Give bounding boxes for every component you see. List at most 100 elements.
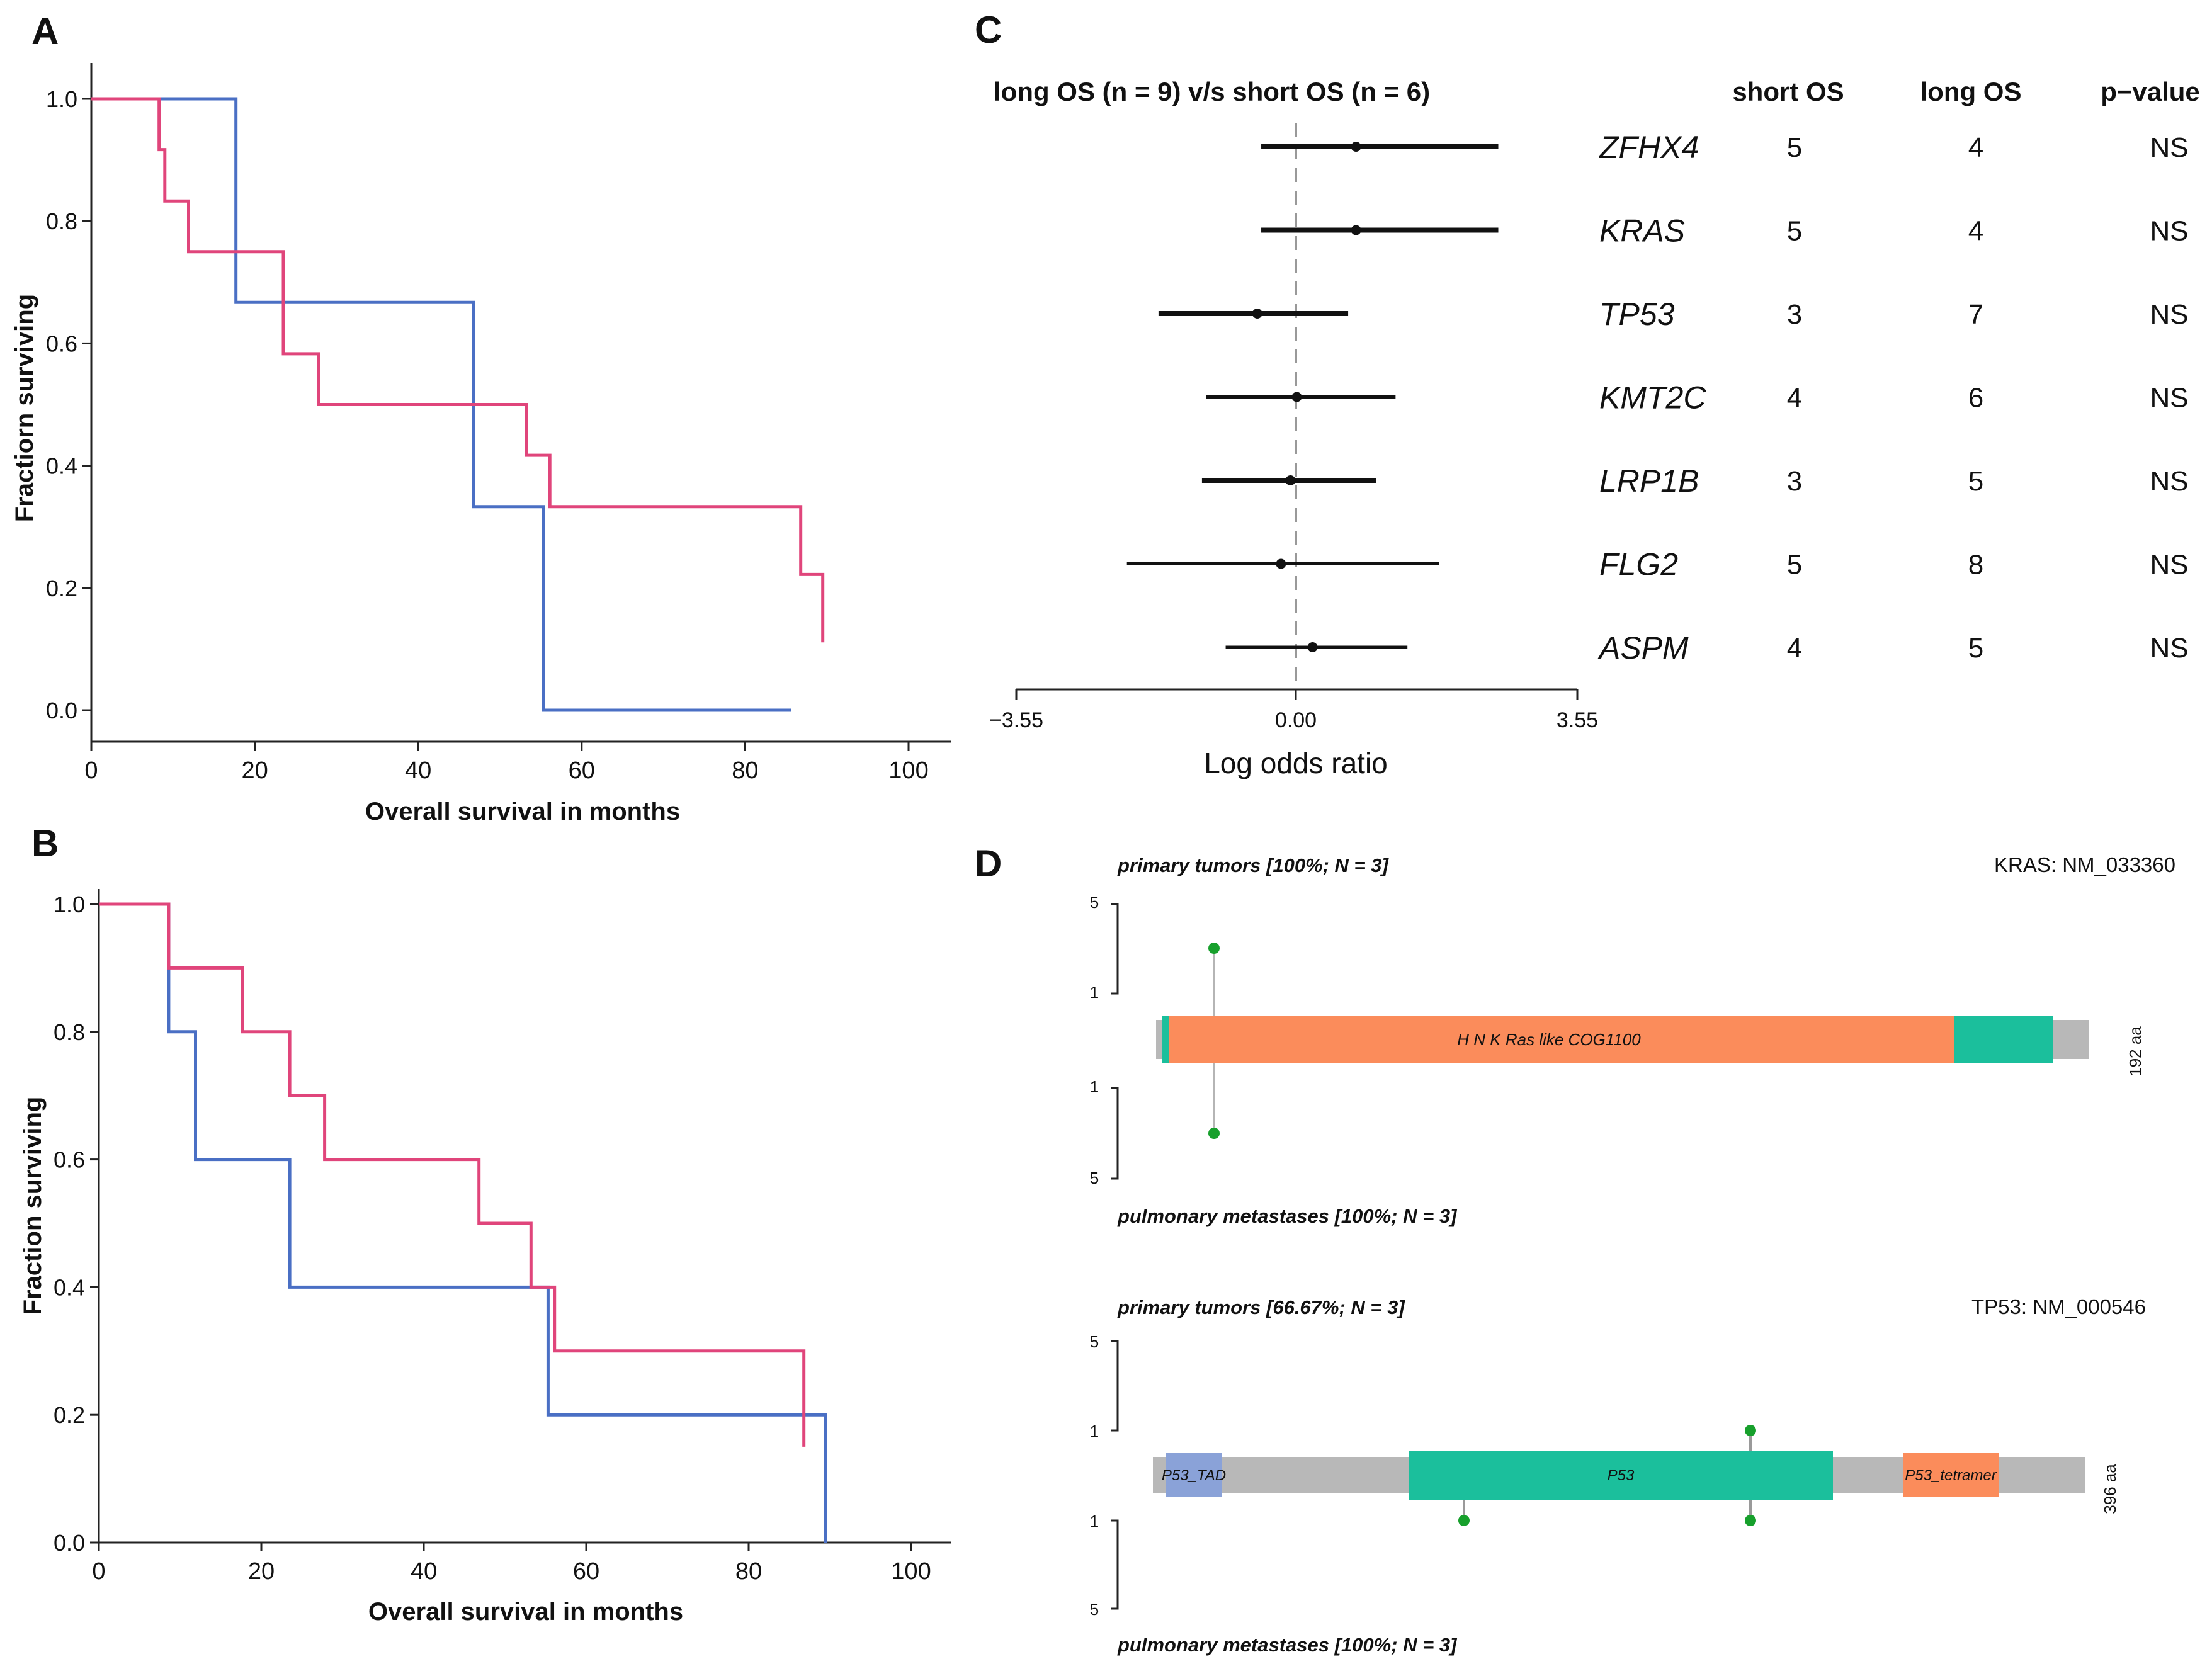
- forest-short-os-count: 4: [1787, 633, 1802, 664]
- kras-domain-label: H N K Ras like COG1100: [1457, 1030, 1641, 1049]
- panel-letter-c: C: [975, 9, 1002, 51]
- km-b-y-tick-label: 0.8: [54, 1019, 85, 1045]
- tp53-metastasis-mutation-dot-2: [1745, 1515, 1756, 1526]
- forest-gene-lrp1b: LRP1B: [1599, 463, 1699, 499]
- tp53-lollipop: primary tumors [66.67%; N = 3] TP53: NM_…: [1090, 1295, 2146, 1656]
- forest-p-value: NS: [2150, 216, 2188, 247]
- km-b-y-tick-label: 0.2: [54, 1402, 85, 1428]
- kras-bottom-group-label: pulmonary metastases [100%; N = 3]: [1117, 1205, 1458, 1227]
- tp53-tetramer-label: P53_tetramer: [1905, 1467, 1997, 1484]
- km-b-series-pink: [99, 902, 806, 1447]
- kras-ras-domain: [1169, 1016, 1954, 1063]
- panel-letter-d: D: [975, 842, 1002, 885]
- km-b-x-tick-label: 40: [411, 1558, 437, 1585]
- tp53-length-label: 396 aa: [2101, 1464, 2119, 1514]
- km-a-y-tick-label: 0.8: [46, 208, 77, 234]
- km-a-x-tick-label: 20: [241, 757, 268, 784]
- forest-title: long OS (n = 9) v/s short OS (n = 6): [994, 77, 1430, 106]
- forest-gene-flg2: FLG2: [1599, 547, 1678, 582]
- forest-tick-max: 3.55: [1557, 708, 1598, 732]
- forest-point-aspm: [1307, 642, 1318, 652]
- tp53-tad-label: P53_TAD: [1162, 1467, 1226, 1484]
- km-b-x-tick-label: 0: [92, 1558, 105, 1585]
- forest-x-axis: −3.55 0.00 3.55 Log odds ratio: [989, 688, 1598, 779]
- km-b-y-tick-label: 0.4: [54, 1274, 85, 1300]
- panel-letter-a: A: [31, 10, 59, 52]
- tp53-top-tick-5: 5: [1090, 1332, 1099, 1351]
- km-a-x-tick-label: 0: [84, 757, 98, 784]
- tp53-tad-domain: [1166, 1453, 1222, 1497]
- forest-long-os-count: 8: [1968, 550, 1983, 581]
- kras-start-segment: [1162, 1016, 1170, 1063]
- tp53-metastasis-mutation-dot-1: [1458, 1515, 1470, 1526]
- forest-point-flg2: [1276, 558, 1286, 569]
- forest-p-value: NS: [2150, 633, 2188, 664]
- x-axis-label-a: Overall survival in months: [365, 798, 680, 825]
- forest-short-os-count: 4: [1787, 383, 1802, 414]
- tp53-bottom-group-label: pulmonary metastases [100%; N = 3]: [1117, 1634, 1458, 1656]
- tp53-bottom-tick-5: 5: [1090, 1600, 1099, 1619]
- forest-point-kmt2c: [1291, 392, 1302, 402]
- forest-point-tp53: [1252, 309, 1262, 319]
- forest-gene-zfhx4: ZFHX4: [1599, 130, 1699, 165]
- forest-p-value: NS: [2150, 550, 2188, 581]
- col-header-long-os: long OS: [1920, 77, 2022, 106]
- forest-p-value: NS: [2150, 299, 2188, 330]
- y-axis-label-a: Fractiorn surviving: [11, 294, 38, 522]
- tp53-p53-label: P53: [1608, 1467, 1635, 1484]
- km-a-x-tick-label: 60: [569, 757, 595, 784]
- km-b-series-blue: [99, 902, 827, 1543]
- tp53-transcript-label: TP53: NM_000546: [1971, 1295, 2146, 1318]
- kras-metastasis-mutation-dot: [1208, 1128, 1220, 1139]
- panel-d: D primary tumors [100%; N = 3] KRAS: NM_…: [975, 842, 2175, 1656]
- forest-long-os-count: 6: [1968, 383, 1983, 414]
- panel-b: B 0 20 40 60 80 100 0.0 0.2 0.4 0.6 0.8 1.0 Overall…: [19, 822, 951, 1626]
- forest-rows: ZFHX4 5 4 NS KRAS 5 4 NS TP53 3 7 NS KMT2C 4 6 NS LRP1B 3…: [1126, 130, 2189, 666]
- km-b-x-tick-label: 100: [891, 1558, 931, 1585]
- forest-p-value: NS: [2150, 383, 2188, 414]
- km-a-series-pink: [91, 97, 825, 643]
- forest-long-os-count: 5: [1968, 633, 1983, 664]
- forest-gene-tp53: TP53: [1599, 297, 1675, 332]
- kras-bottom-tick-1: 1: [1090, 1077, 1099, 1096]
- km-plot-a: 0 20 40 60 80 100 0.0 0.2 0.4 0.6 0.8 1.0: [46, 63, 951, 784]
- km-b-y-tick-label: 1.0: [54, 892, 85, 917]
- tp53-tetramer-domain: [1903, 1453, 1999, 1497]
- kras-transcript-label: KRAS: NM_033360: [1994, 853, 2175, 876]
- forest-short-os-count: 3: [1787, 466, 1802, 497]
- forest-long-os-count: 5: [1968, 466, 1983, 497]
- forest-x-label: Log odds ratio: [1204, 747, 1388, 779]
- kras-top-group-label: primary tumors [100%; N = 3]: [1117, 854, 1390, 876]
- forest-long-os-count: 4: [1968, 216, 1983, 247]
- tp53-top-group-label: primary tumors [66.67%; N = 3]: [1117, 1296, 1405, 1318]
- km-b-x-tick-label: 20: [248, 1558, 275, 1585]
- panel-letter-b: B: [31, 822, 59, 864]
- kras-lollipop: primary tumors [100%; N = 3] KRAS: NM_03…: [1090, 853, 2175, 1227]
- forest-point-kras: [1351, 225, 1361, 235]
- km-a-y-tick-label: 0.0: [46, 698, 77, 723]
- kras-top-count-axis: [1111, 903, 1119, 995]
- tp53-bottom-count-axis: [1111, 1519, 1119, 1610]
- kras-bottom-count-axis: [1111, 1087, 1119, 1180]
- kras-top-tick-5: 5: [1090, 893, 1099, 912]
- km-a-y-tick-label: 0.4: [46, 453, 77, 479]
- tp53-dna-binding-domain: [1409, 1451, 1833, 1500]
- kras-primary-mutation-dot: [1208, 943, 1220, 954]
- forest-short-os-count: 3: [1787, 299, 1802, 330]
- tp53-bottom-tick-1: 1: [1090, 1512, 1099, 1531]
- forest-short-os-count: 5: [1787, 216, 1802, 247]
- forest-tick-zero: 0.00: [1275, 708, 1317, 732]
- col-header-p-value: p−value: [2101, 77, 2200, 106]
- km-a-x-tick-label: 40: [405, 757, 431, 784]
- kras-top-tick-1: 1: [1090, 983, 1099, 1002]
- panel-c: C long OS (n = 9) v/s short OS (n = 6) s…: [975, 9, 2200, 779]
- col-header-short-os: short OS: [1732, 77, 1844, 106]
- forest-long-os-count: 7: [1968, 299, 1983, 330]
- km-a-x-tick-label: 80: [732, 757, 758, 784]
- kras-length-label: 192 aa: [2126, 1026, 2145, 1077]
- tp53-primary-mutation-dot: [1745, 1425, 1756, 1436]
- forest-short-os-count: 5: [1787, 132, 1802, 163]
- forest-gene-aspm: ASPM: [1597, 630, 1689, 666]
- forest-long-os-count: 4: [1968, 132, 1983, 163]
